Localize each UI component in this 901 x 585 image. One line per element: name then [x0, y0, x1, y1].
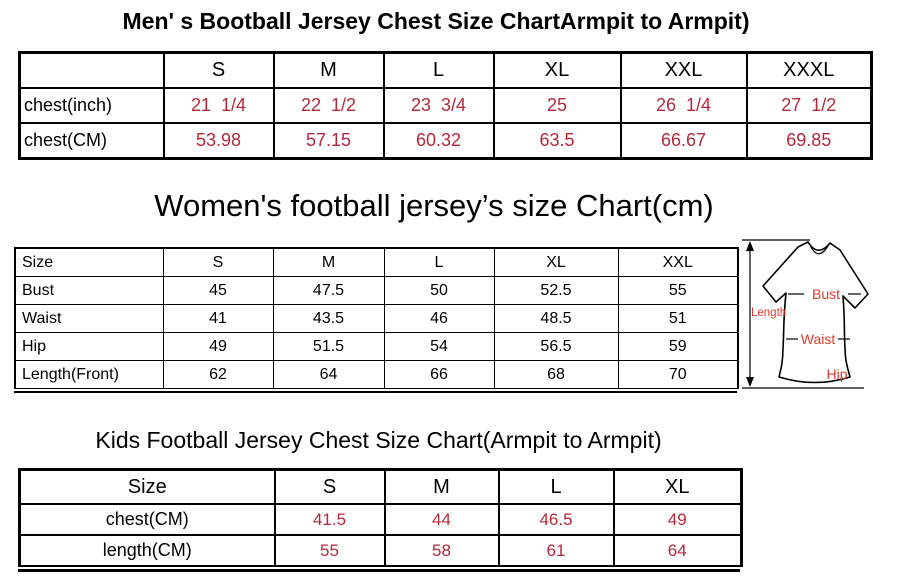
kids-row-length: length(CM) 55 58 61 64 [18, 534, 743, 567]
tshirt-outline [762, 241, 869, 384]
tshirt-measurement-diagram: Length Bust Waist Hip [742, 239, 869, 389]
row-label: length(CM) [18, 534, 276, 567]
cell-value: 49 [162, 332, 274, 361]
mens-header-xxxl: XXXL [745, 51, 873, 89]
cell-value: 66.67 [619, 122, 748, 160]
womens-header-m: M [272, 247, 385, 277]
arrow-up-icon [746, 241, 754, 251]
cell-value: 55 [273, 534, 386, 567]
kids-header-size: Size [18, 468, 276, 505]
cell-value: 50 [383, 276, 495, 305]
cell-value: 47.5 [272, 276, 385, 305]
mens-header-l: L [382, 51, 495, 89]
mens-row-chest-inch: chest(inch) 21 1/4 22 1/2 23 3/4 25 26 1… [18, 87, 873, 124]
cell-value: 22 1/2 [272, 87, 385, 124]
row-label: Bust [14, 276, 164, 305]
womens-header-s: S [162, 247, 274, 277]
cell-value: 64 [612, 534, 743, 567]
cell-value: 43.5 [272, 304, 385, 333]
womens-size-table: Size S M L XL XXL Bust 45 47.5 50 52.5 5… [14, 247, 739, 393]
womens-row-hip: Hip 49 51.5 54 56.5 59 [14, 332, 739, 361]
cell-value: 51 [617, 304, 739, 333]
cell-value: 52.5 [493, 276, 619, 305]
cell-value: 41.5 [273, 503, 386, 536]
cell-value: 61 [497, 534, 615, 567]
cell-value: 68 [493, 360, 619, 389]
cell-value: 27 1/2 [745, 87, 873, 124]
cell-value: 51.5 [272, 332, 385, 361]
length-label: Length [751, 307, 786, 319]
mens-header-row: S M L XL XXL XXXL [18, 51, 873, 89]
row-label: Waist [14, 304, 164, 333]
arrow-down-icon [746, 377, 754, 387]
cell-value: 62 [162, 360, 274, 389]
kids-size-table: Size S M L XL chest(CM) 41.5 44 46.5 49 … [18, 468, 743, 572]
cell-value: 48.5 [493, 304, 619, 333]
collar-inner-line [809, 244, 829, 255]
cell-value: 70 [617, 360, 739, 389]
kids-header-m: M [383, 468, 500, 505]
cell-value: 25 [492, 87, 622, 124]
row-label: Hip [14, 332, 164, 361]
womens-row-waist: Waist 41 43.5 46 48.5 51 [14, 304, 739, 333]
mens-header-s: S [162, 51, 275, 89]
cell-value: 56.5 [493, 332, 619, 361]
cell-value: 44 [383, 503, 500, 536]
cell-value: 57.15 [272, 122, 385, 160]
womens-header-xl: XL [493, 247, 619, 277]
mens-row-chest-cm: chest(CM) 53.98 57.15 60.32 63.5 66.67 6… [18, 122, 873, 160]
mens-header-xxl: XXL [619, 51, 748, 89]
womens-row-bust: Bust 45 47.5 50 52.5 55 [14, 276, 739, 305]
waist-label: Waist [801, 331, 836, 347]
bust-label: Bust [812, 286, 840, 302]
womens-header-xxl: XXL [617, 247, 739, 277]
cell-value: 46 [383, 304, 495, 333]
kids-header-xl: XL [612, 468, 743, 505]
row-label: chest(inch) [18, 87, 165, 124]
cell-value: 60.32 [382, 122, 495, 160]
cell-value: 59 [617, 332, 739, 361]
kids-header-row: Size S M L XL [18, 468, 743, 505]
kids-header-l: L [497, 468, 615, 505]
mens-header-m: M [272, 51, 385, 89]
kids-chart-title: Kids Football Jersey Chest Size Chart(Ar… [95, 427, 662, 453]
womens-chart-title: Women's football jersey’s size Chart(cm) [154, 188, 714, 223]
cell-value: 53.98 [162, 122, 275, 160]
row-label: Length(Front) [14, 360, 164, 389]
kids-row-chest: chest(CM) 41.5 44 46.5 49 [18, 503, 743, 536]
womens-header-row: Size S M L XL XXL [14, 247, 739, 277]
hip-label: Hip [826, 366, 847, 382]
cell-value: 64 [272, 360, 385, 389]
row-label: chest(CM) [18, 503, 276, 536]
womens-header-l: L [383, 247, 495, 277]
row-label: chest(CM) [18, 122, 165, 160]
cell-value: 21 1/4 [162, 87, 275, 124]
cell-value: 49 [612, 503, 743, 536]
womens-header-size: Size [14, 247, 164, 277]
mens-header-xl: XL [492, 51, 622, 89]
cell-value: 41 [162, 304, 274, 333]
cell-value: 63.5 [492, 122, 622, 160]
kids-header-s: S [273, 468, 386, 505]
mens-chart-title: Men' s Bootball Jersey Chest Size ChartA… [122, 8, 750, 34]
cell-value: 66 [383, 360, 495, 389]
cell-value: 55 [617, 276, 739, 305]
cell-value: 58 [383, 534, 500, 567]
mens-size-table: S M L XL XXL XXXL chest(inch) 21 1/4 22 … [18, 51, 873, 160]
cell-value: 26 1/4 [619, 87, 748, 124]
cell-value: 54 [383, 332, 495, 361]
cell-value: 69.85 [745, 122, 873, 160]
mens-header-empty [18, 51, 165, 89]
womens-row-length: Length(Front) 62 64 66 68 70 [14, 360, 739, 389]
cell-value: 23 3/4 [382, 87, 495, 124]
cell-value: 45 [162, 276, 274, 305]
cell-value: 46.5 [497, 503, 615, 536]
